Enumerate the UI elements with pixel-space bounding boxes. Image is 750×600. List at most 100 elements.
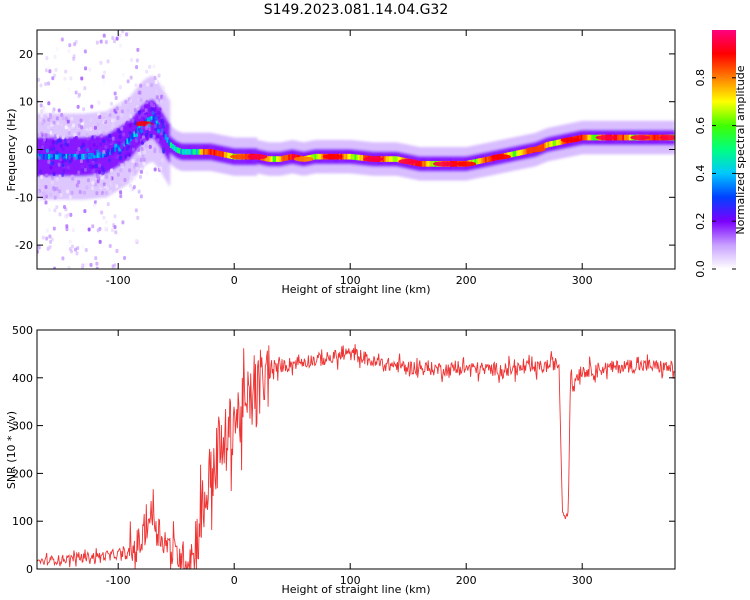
spectrogram-speckle — [68, 239, 72, 244]
spectrogram-speckle — [153, 75, 157, 80]
ridge-core — [550, 140, 554, 147]
ridge-core — [425, 161, 428, 167]
ridge-core — [213, 149, 216, 156]
ridge-core — [547, 141, 550, 148]
spectrogram-speckle — [159, 95, 163, 100]
spectrogram-speckle — [45, 236, 49, 241]
spectrogram-speckle — [61, 135, 65, 140]
ridge-core — [488, 156, 491, 162]
spectrogram-speckle — [142, 157, 146, 162]
spectrogram-speckle — [90, 104, 94, 109]
spectrogram-speckle — [38, 169, 42, 174]
spectrogram-speckle — [106, 148, 110, 153]
spectrogram-y-tick-label: 0 — [26, 144, 33, 157]
spectrogram-speckle — [113, 128, 117, 133]
spectrogram-speckle — [67, 131, 71, 136]
snr-series-line — [37, 344, 675, 569]
spectrogram-speckle — [85, 148, 89, 153]
spectrogram-speckle — [55, 116, 59, 121]
spectrogram-speckle — [134, 208, 138, 213]
chart-title: S149.2023.081.14.04.G32 — [264, 2, 449, 18]
spectrogram-speckle — [145, 132, 149, 137]
spectrogram-speckle — [102, 118, 106, 123]
ridge-core — [383, 156, 387, 162]
spectrogram-speckle — [121, 30, 125, 34]
spectrogram-peak — [456, 161, 477, 167]
spectrogram-speckle — [68, 87, 72, 92]
spectrogram-peak — [433, 161, 453, 167]
spectrogram-speckle — [56, 121, 60, 126]
ridge-core — [150, 116, 153, 122]
ridge-core — [359, 154, 362, 161]
spectrogram-speckle — [149, 101, 153, 106]
spectrogram-speckle — [156, 134, 160, 139]
spectrogram-speckle — [99, 142, 103, 147]
snr-plot-area — [37, 330, 675, 569]
ridge-core — [56, 153, 59, 160]
spectrogram-speckle — [141, 166, 145, 171]
ridge-core — [584, 134, 587, 141]
spectrogram-speckle — [118, 33, 122, 38]
ridge-core — [526, 148, 529, 154]
ridge-core — [176, 147, 180, 154]
ridge-core — [655, 134, 658, 141]
spectrogram-speckle — [103, 70, 107, 75]
spectrogram-speckle — [37, 155, 41, 160]
ridge-core — [117, 143, 120, 150]
spectrogram-speckle — [136, 215, 140, 220]
spectrogram-speckle — [113, 225, 117, 230]
ridge-core — [215, 150, 218, 156]
spectrogram-peak — [595, 134, 616, 141]
spectrogram-speckle — [142, 161, 146, 166]
spectrogram-speckle — [129, 75, 133, 80]
ridge-core — [267, 156, 270, 162]
spectrogram-speckle — [88, 141, 92, 146]
ridge-core — [220, 151, 223, 157]
spectrogram-speckle — [94, 145, 98, 150]
ridge-core — [98, 152, 101, 158]
spectrogram-speckle — [52, 171, 56, 176]
spectrogram-speckle — [37, 133, 40, 138]
ridge-core — [427, 161, 430, 167]
spectrogram-speckle — [97, 101, 101, 106]
spectrogram-speckle — [149, 133, 153, 138]
spectrogram-speckle — [119, 155, 123, 160]
ridge-core — [394, 156, 397, 162]
spectrogram-speckle — [135, 58, 139, 63]
spectrogram-speckle — [111, 151, 115, 156]
spectrogram-speckle — [102, 150, 106, 155]
spectrogram-speckle — [122, 132, 126, 137]
spectrogram-speckle — [129, 135, 133, 140]
spectrogram-speckle — [136, 127, 140, 132]
spectrogram-x-tick-label: 100 — [340, 274, 361, 287]
spectrogram-speckle — [162, 96, 166, 101]
spectrogram-speckle — [66, 119, 70, 124]
spectrogram-speckle — [115, 36, 119, 41]
ridge-core — [201, 149, 204, 155]
spectrogram-speckle — [104, 126, 108, 131]
ridge-core — [108, 149, 112, 155]
spectrogram-speckle — [140, 125, 144, 130]
spectrogram-speckle — [130, 171, 134, 176]
spectrogram-speckle — [94, 182, 98, 187]
spectrogram-speckle — [53, 208, 57, 213]
spectrogram-speckle — [123, 255, 127, 260]
ridge-core — [187, 149, 190, 155]
spectrogram-speckle — [49, 147, 53, 152]
spectrogram-speckle — [127, 141, 131, 146]
spectrogram-peak — [525, 146, 546, 153]
spectrogram-speckle — [104, 191, 108, 196]
spectrogram-speckle — [41, 121, 45, 126]
ridge-core — [559, 139, 562, 145]
spectrogram-speckle — [49, 153, 53, 158]
ridge-core — [342, 153, 345, 160]
spectrogram-x-tick-label: 200 — [456, 274, 477, 287]
spectrogram-speckle — [148, 64, 152, 69]
spectrogram-speckle — [136, 47, 140, 52]
spectrogram-speckle — [135, 238, 139, 243]
spectrogram-speckle — [129, 114, 133, 119]
spectrogram-speckle — [108, 176, 112, 181]
spectrogram-speckle — [42, 196, 46, 201]
ridge-core — [169, 142, 173, 148]
spectrogram-speckle — [114, 96, 118, 101]
